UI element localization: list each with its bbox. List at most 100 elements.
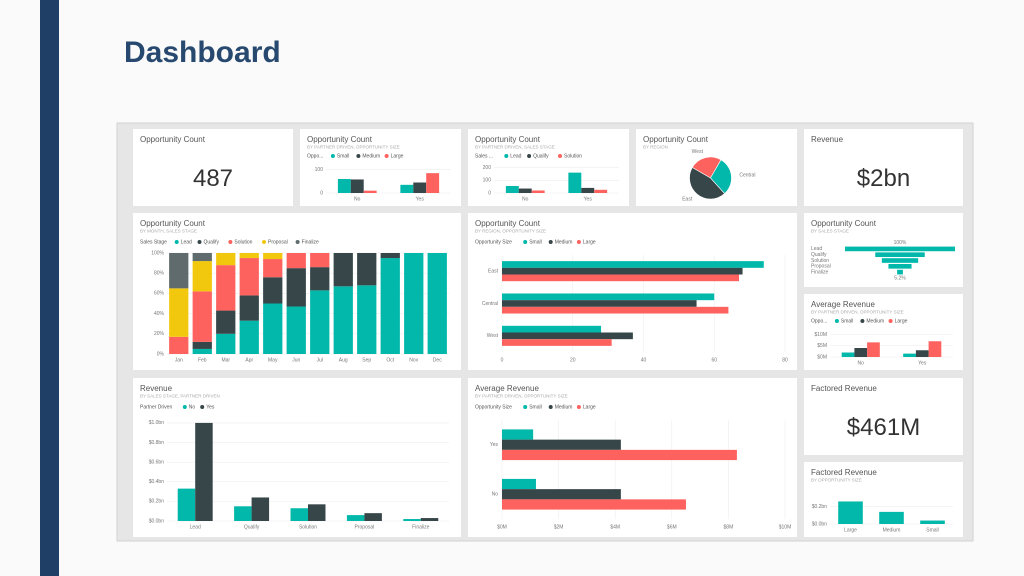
bar (413, 182, 427, 193)
x-tick-label: Medium (883, 527, 901, 533)
y-tick-label: West (487, 333, 499, 339)
x-tick-label: Jun (292, 357, 300, 363)
legend-label: Small (529, 239, 542, 245)
y-tick-label: 0 (320, 190, 323, 196)
bar (594, 189, 608, 193)
x-tick-label: Jan (175, 357, 183, 363)
bar (920, 520, 945, 524)
bar-segment (216, 333, 236, 354)
legend-swatch (384, 154, 389, 158)
bar (403, 519, 421, 521)
bar (195, 422, 213, 521)
legend-swatch (576, 405, 581, 409)
funnel-value-label: 5.2% (894, 276, 906, 282)
legend-label: Large (391, 153, 404, 159)
legend-label: Large (895, 318, 908, 324)
funnel-label: Lead (811, 246, 822, 252)
tile-title: Opportunity Count (475, 135, 541, 144)
bar (502, 429, 534, 440)
bar (502, 293, 715, 301)
bar (502, 261, 764, 268)
bar-segment (286, 306, 306, 354)
legend-label: Small (841, 318, 854, 324)
legend-label: Large (583, 239, 596, 245)
bar (879, 511, 904, 524)
bar-segment (380, 253, 400, 259)
x-tick-label: Dec (433, 357, 442, 363)
tile-subtitle: BY OPPORTUNITY SIZE (811, 478, 862, 483)
y-tick-label: 20% (154, 331, 165, 337)
bar-segment (216, 265, 236, 311)
tile-subtitle: BY MONTH, SALES STAGE (140, 229, 197, 234)
funnel-label: Finalize (811, 269, 828, 275)
bar-segment (239, 320, 259, 354)
bar-segment (263, 259, 283, 278)
y-tick-label: $0.8bn (149, 440, 165, 446)
x-tick-label: Jul (317, 357, 323, 363)
legend-label: Qualify (533, 153, 549, 159)
x-tick-label: Yes (918, 360, 927, 366)
legend-label: No (189, 404, 196, 410)
bar-segment (333, 253, 353, 287)
bar-segment (263, 253, 283, 260)
bar (581, 187, 595, 193)
y-tick-label: $0.2bn (812, 504, 828, 510)
funnel-bar (888, 263, 912, 269)
tile (468, 213, 797, 370)
tile (133, 129, 293, 206)
x-tick-label: May (268, 357, 278, 363)
x-tick-label: Aug (339, 357, 348, 363)
y-tick-label: $10M (814, 332, 827, 338)
tile-title: Opportunity Count (811, 219, 877, 228)
bar-segment (192, 253, 212, 262)
bar-segment (310, 290, 330, 354)
x-tick-label: 60 (711, 357, 717, 363)
bar-segment (333, 286, 353, 354)
legend-swatch (174, 240, 179, 244)
legend-label: Solution (564, 153, 582, 159)
legend-label: Small (529, 404, 542, 410)
bar (363, 190, 377, 193)
bar-segment (239, 258, 259, 296)
x-tick-label: Proposal (355, 524, 375, 530)
y-tick-label: 200 (483, 165, 492, 171)
bar (346, 515, 365, 521)
legend-title: Sales Stage (140, 239, 167, 245)
tile (804, 462, 963, 537)
bar (841, 352, 855, 357)
x-tick-label: 20 (570, 357, 576, 363)
legend-swatch (548, 240, 553, 244)
tile (804, 378, 963, 455)
legend-swatch (527, 154, 532, 158)
tile-title: Revenue (811, 135, 844, 144)
legend-swatch (197, 240, 202, 244)
y-tick-label: Yes (490, 442, 499, 448)
y-tick-label: 0 (488, 190, 491, 196)
bar-segment (310, 267, 330, 291)
tile-subtitle: BY PARTNER DRIVEN, OPPORTUNITY SIZE (307, 145, 400, 150)
legend-swatch (834, 319, 839, 323)
bar (234, 506, 252, 521)
x-tick-label: No (858, 360, 865, 366)
x-tick-label: No (522, 196, 529, 202)
y-tick-label: East (488, 268, 499, 274)
legend-label: Lead (510, 153, 521, 159)
bar (568, 172, 582, 193)
x-tick-label: $8M (724, 524, 734, 530)
tile-subtitle: BY REGION (643, 145, 668, 150)
bar-segment (239, 295, 259, 321)
bar (400, 184, 414, 193)
bar-segment (192, 348, 212, 354)
funnel-bar (875, 252, 925, 258)
legend-label: Yes (206, 404, 215, 410)
card-value: $2bn (857, 165, 910, 192)
x-tick-label: Apr (245, 357, 253, 363)
bar-segment (380, 258, 400, 354)
tile-subtitle: BY PARTNER DRIVEN, OPPORTUNITY SIZE (811, 310, 904, 315)
legend-label: Proposal (268, 239, 288, 245)
y-tick-label: $0.2bn (149, 499, 165, 505)
legend-title: Oppo... (307, 153, 323, 159)
x-tick-label: Yes (416, 196, 425, 202)
x-tick-label: $2M (554, 524, 564, 530)
bar (251, 497, 270, 521)
